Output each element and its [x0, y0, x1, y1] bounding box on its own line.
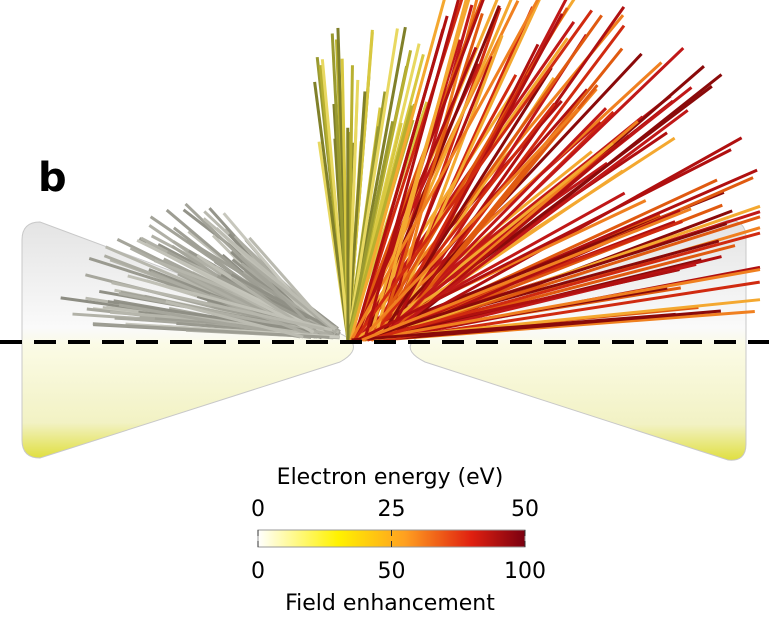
colorbar-tick-label: 25 — [378, 497, 406, 522]
trajectory — [127, 274, 333, 332]
trajectory — [202, 217, 337, 331]
trajectory — [107, 300, 311, 333]
trajectory — [368, 102, 556, 341]
panel-label: b — [38, 155, 67, 201]
trajectory — [373, 0, 468, 341]
trajectory — [385, 47, 624, 341]
trajectory — [165, 300, 304, 339]
trajectory — [144, 242, 315, 334]
trajectory — [367, 142, 614, 342]
trajectory — [359, 107, 580, 342]
trajectory — [320, 59, 350, 341]
trajectories — [60, 0, 761, 342]
trajectory — [363, 0, 460, 341]
trajectory — [357, 148, 732, 342]
colorbar-tick-label: 0 — [251, 559, 265, 584]
trajectory — [366, 231, 761, 342]
trajectory — [111, 281, 325, 331]
trajectory — [222, 212, 329, 336]
trajectory — [363, 268, 761, 342]
trajectory — [346, 121, 395, 341]
trajectory — [359, 222, 728, 342]
colorbar-tick-label: 100 — [504, 559, 546, 584]
trajectory — [349, 0, 446, 341]
trajectory — [379, 136, 743, 342]
colorbar-tick-label: 0 — [251, 497, 265, 522]
trajectory — [350, 0, 540, 341]
trajectory — [351, 312, 676, 342]
colorbar-ticks: 0 25 50 0 50 100 — [251, 497, 546, 584]
trajectory — [184, 202, 317, 331]
colorbar-tick-label: 50 — [511, 497, 539, 522]
trajectory — [353, 9, 593, 341]
trajectory — [346, 101, 359, 341]
trajectory — [378, 46, 685, 342]
trajectory — [375, 55, 494, 341]
colorbar-top-title: Electron energy (eV) — [277, 465, 504, 490]
trajectory — [352, 15, 449, 341]
trajectory — [384, 13, 564, 341]
trajectory — [238, 254, 338, 334]
trajectory — [330, 33, 350, 341]
trajectory — [387, 5, 626, 341]
trajectory — [355, 150, 593, 342]
trajectory — [230, 273, 337, 333]
trajectory — [361, 207, 692, 342]
trajectory — [346, 105, 414, 341]
colorbar-bottom-title: Field enhancement — [285, 591, 495, 616]
trajectory — [377, 66, 553, 341]
trajectory — [313, 81, 350, 341]
trajectory — [346, 28, 399, 341]
colorbar-tick-label: 50 — [378, 559, 406, 584]
trajectory — [367, 14, 603, 341]
trajectory — [240, 262, 335, 338]
